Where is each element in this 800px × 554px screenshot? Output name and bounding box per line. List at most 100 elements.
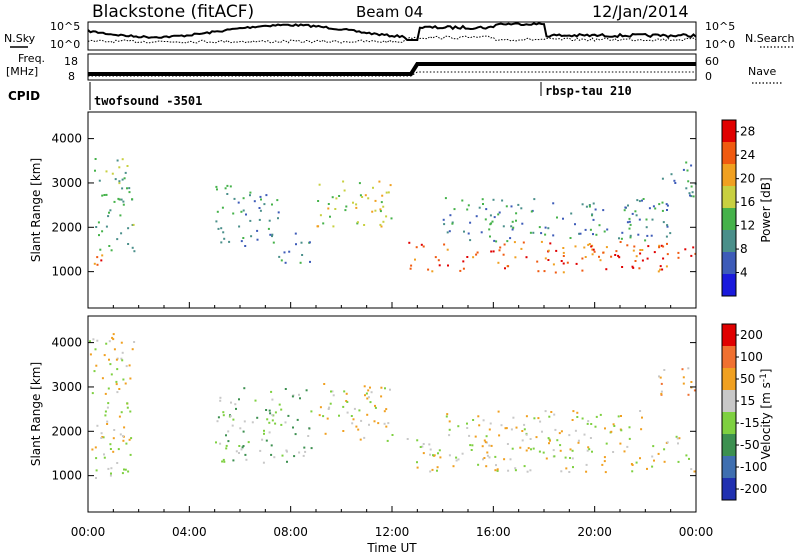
scatter-mark-4-43 xyxy=(385,191,388,194)
x-tick-label-0: 00:00 xyxy=(71,525,106,539)
scatter-mark-6-68 xyxy=(485,208,488,211)
scatter-mark-0-72 xyxy=(126,406,129,409)
scatter-mark-6-20 xyxy=(510,205,513,208)
scatter-mark-5-6 xyxy=(647,245,650,248)
scatter-mark-6-42 xyxy=(621,231,624,234)
scatter-mark-6-45 xyxy=(530,210,533,213)
scatter-mark-3-67 xyxy=(646,467,648,470)
scatter-mark-6-120 xyxy=(491,220,494,223)
scatter-mark-1-77 xyxy=(217,416,220,419)
scatter-mark-2-31 xyxy=(259,209,262,212)
scatter-mark-6-11 xyxy=(449,214,452,217)
scatter-mark-3-129 xyxy=(538,450,541,453)
scatter-mark-4-22 xyxy=(544,410,547,413)
scatter-mark-1-68 xyxy=(296,418,299,421)
scatter-mark-3-71 xyxy=(663,448,666,451)
scatter-mark-1-21 xyxy=(114,178,117,181)
scatter-mark-4-44 xyxy=(379,223,382,226)
scatter-mark-5-9 xyxy=(591,253,594,256)
scatter-mark-0-23 xyxy=(89,353,92,356)
scatter-mark-0-75 xyxy=(103,456,106,459)
scatter-mark-5-52 xyxy=(497,261,500,264)
scatter-mark-1-61 xyxy=(225,447,228,450)
scatter-mark-0-10 xyxy=(125,442,128,445)
scatter-mark-3-41 xyxy=(626,445,629,448)
scatter-mark-1-8 xyxy=(99,248,102,251)
scatter-mark-1-30 xyxy=(231,424,234,427)
scatter-mark-6-69 xyxy=(552,202,555,205)
scatter-mark-3-105 xyxy=(483,439,486,442)
scatter-mark-5-59 xyxy=(605,268,608,271)
scatter-mark-4-65 xyxy=(620,429,623,432)
scatter-mark-6-73 xyxy=(592,218,595,221)
scatter-mark-2-5 xyxy=(224,187,227,190)
scatter-mark-1-35 xyxy=(292,426,294,429)
scatter-mark-3-5 xyxy=(545,457,548,460)
scatter-mark-1-25 xyxy=(121,187,124,190)
scatter-mark-0-34 xyxy=(101,377,104,380)
scatter-mark-1-5 xyxy=(97,221,100,224)
colorbar-swatch-4 xyxy=(722,208,736,231)
scatter-mark-1-43 xyxy=(127,243,130,245)
scatter-mark-6-87 xyxy=(631,212,634,215)
scatter-mark-6-43 xyxy=(628,220,631,223)
scatter-mark-3-112 xyxy=(469,444,472,447)
freq-tick-bottom: 8 xyxy=(68,70,75,83)
scatter-mark-6-110 xyxy=(595,233,598,236)
scatter-mark-5-0 xyxy=(658,375,660,378)
scatter-mark-0-19 xyxy=(122,439,125,442)
scatter-mark-5-13 xyxy=(591,248,594,251)
scatter-mark-1-85 xyxy=(243,387,246,390)
scatter-mark-3-113 xyxy=(514,469,517,472)
scatter-mark-1-9 xyxy=(108,245,111,247)
noise-tick-right-top: 10^5 xyxy=(705,20,735,33)
scatter-mark-7-6 xyxy=(662,257,665,260)
scatter-mark-5-19 xyxy=(659,268,662,271)
y-tick-label-1000: 1000 xyxy=(51,469,82,483)
scatter-mark-2-14 xyxy=(249,194,251,197)
scatter-mark-3-0 xyxy=(471,444,474,447)
scatter-mark-2-39 xyxy=(385,408,388,411)
scatter-mark-6-65 xyxy=(637,233,640,236)
scatter-mark-2-21 xyxy=(220,241,223,244)
scatter-mark-4-38 xyxy=(319,214,322,217)
scatter-mark-4-38 xyxy=(521,430,524,432)
scatter-mark-8-9 xyxy=(687,180,690,183)
colorbar-tick-label-6: -100 xyxy=(740,460,767,474)
scatter-mark-1-28 xyxy=(118,198,121,201)
scatter-mark-1-48 xyxy=(131,246,134,249)
scatter-mark-3-8 xyxy=(284,261,287,264)
scatter-mark-0-37 xyxy=(125,365,128,368)
station-title: Blackstone (fitACF) xyxy=(92,2,254,22)
scatter-mark-5-93 xyxy=(547,249,550,252)
scatter-mark-6-23 xyxy=(665,235,668,238)
scatter-mark-6-5 xyxy=(623,209,626,212)
scatter-mark-1-62 xyxy=(222,458,225,461)
scatter-mark-5-58 xyxy=(437,259,440,262)
x-tick-label-2: 08:00 xyxy=(273,525,308,539)
scatter-mark-2-21 xyxy=(363,385,366,388)
scatter-mark-4-27 xyxy=(367,197,370,200)
scatter-mark-1-20 xyxy=(122,200,125,203)
scatter-mark-0-8 xyxy=(127,470,130,473)
y-tick-label-3000: 3000 xyxy=(51,380,82,394)
scatter-mark-4-2 xyxy=(571,419,574,421)
scatter-mark-3-49 xyxy=(503,458,506,461)
scatter-mark-2-19 xyxy=(267,227,270,230)
scatter-mark-3-72 xyxy=(416,466,419,469)
scatter-mark-1-39 xyxy=(268,409,271,412)
scatter-mark-5-48 xyxy=(466,256,469,258)
scatter-mark-2-36 xyxy=(216,210,219,213)
scatter-mark-6-48 xyxy=(469,239,472,242)
scatter-mark-5-97 xyxy=(632,249,635,252)
colorbar-swatch-0 xyxy=(722,120,736,143)
scatter-mark-7-8 xyxy=(662,245,665,248)
scatter-mark-0-18 xyxy=(104,410,107,413)
scatter-mark-6-93 xyxy=(627,204,629,207)
scatter-mark-4-9 xyxy=(327,203,330,205)
scatter-mark-4-57 xyxy=(640,428,643,431)
velocity-colorbar: 200 100 50 15 -15 -50 -100 -200 xyxy=(721,323,767,501)
scatter-mark-3-110 xyxy=(693,470,696,473)
nave-tick-bottom: 0 xyxy=(705,70,712,83)
scatter-mark-4-20 xyxy=(478,424,481,427)
